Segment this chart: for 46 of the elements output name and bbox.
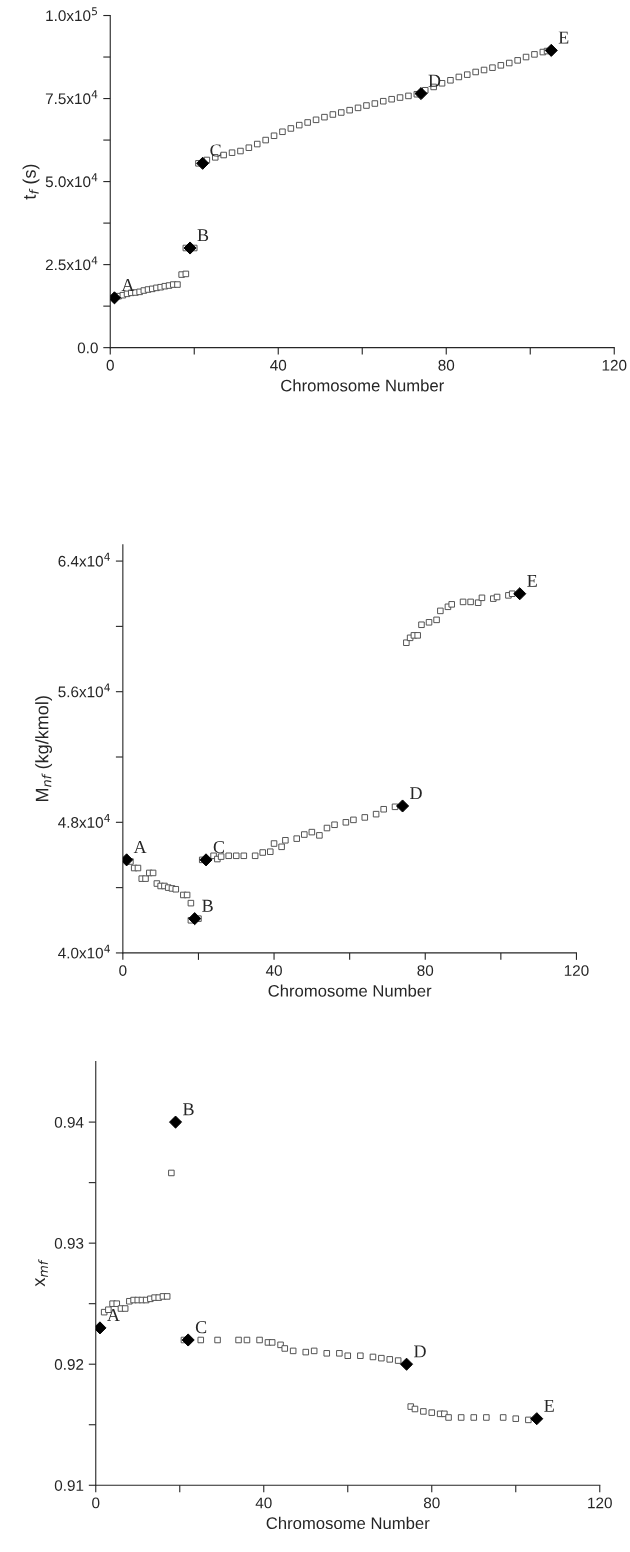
x-tick-label: 40 [255,1497,272,1509]
annotation: A [133,841,147,853]
y-tick-label: 6.4x10$^{4}$ [58,552,110,567]
annotation: D [428,74,441,87]
x-tick-label: 80 [438,359,455,371]
annotation: D [410,787,422,800]
x-axis-title: Chromosome Number [268,984,432,997]
x-tick-label: 120 [588,1497,612,1509]
annotation: E [544,1399,554,1412]
y-tick-label: 0.93 [54,1238,84,1249]
y-tick-label: 1.0x10$^{5}$ [46,7,98,22]
y-tick-label: 0.0 [77,342,98,354]
annotation: D [414,1345,426,1358]
annotation: C [210,144,221,157]
y-tick-label: 5.6x10$^{4}$ [58,683,110,698]
y-tick-label: 0.94 [54,1116,84,1128]
annotation: E [558,31,569,44]
y-tick-label: 2.5x10$^{4}$ [45,256,98,271]
annotation: A [107,1309,120,1321]
y-axis-title: M$_{nf}$ (kg/kmol) [35,696,53,802]
x-tick-label: 120 [564,965,589,976]
x-axis-title: Chromosome Number [281,379,444,392]
x-tick-label: 0 [92,1497,100,1509]
y-axis-title: t$_{f}$ (s) [22,164,40,200]
annotation: B [183,1103,194,1116]
x-tick-label: 0 [106,359,114,371]
annotation: A [121,278,135,291]
annotation: B [202,899,213,912]
x-tick-label: 120 [602,359,627,371]
y-tick-label: 0.92 [54,1359,84,1370]
y-tick-label: 0.91 [54,1480,84,1491]
y-tick-label: 4.0x10$^{4}$ [58,944,110,959]
x-tick-label: 80 [417,965,434,976]
annotation: C [195,1321,207,1334]
x-axis-title: Chromosome Number [266,1516,430,1530]
annotation: C [213,840,224,854]
x-tick-label: 0 [119,965,127,976]
annotation: B [197,229,209,242]
y-tick-label: 7.5x10$^{4}$ [45,90,98,105]
x-tick-label: 40 [270,359,287,371]
x-tick-label: 80 [423,1497,440,1509]
y-tick-label: 5.0x10$^{4}$ [45,173,98,188]
y-axis-title: x$_{mf}$ [35,1259,48,1287]
x-tick-label: 40 [265,965,282,976]
annotation: E [527,574,537,587]
y-tick-label: 4.8x10$^{4}$ [58,814,110,828]
